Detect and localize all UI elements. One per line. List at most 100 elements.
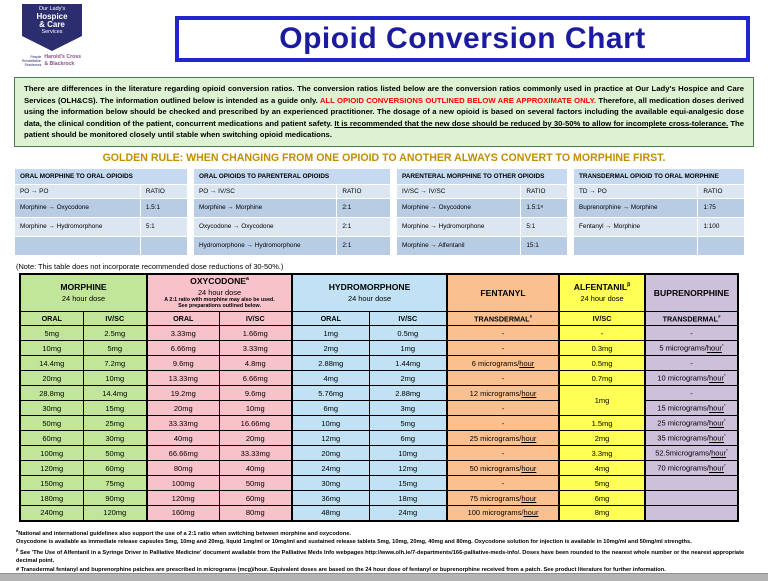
drug-dose-period: 24 hour dose [61,294,106,304]
drug-dose-period: 24 hour dose [347,294,392,304]
route-subheader: ORAL [291,311,370,327]
dose-cell: 2.88mg [291,355,370,372]
dose-cell: - [558,325,646,342]
table-row: 180mg 90mg 120mg 60mg 36mg 18mg 75 micrograms/… [19,490,739,507]
dose-cell: 10mg [291,415,370,432]
conversion-ratio-cell [140,236,187,255]
dose-cell: 36mg [291,490,370,507]
dose-cell: - [446,475,560,492]
conversion-col-header: PO → IV/SC [194,184,337,198]
dose-cell: - [446,400,560,417]
conversion-row: Morphine → Oxycodone 1.5:1ᵃ [397,198,567,217]
conversion-cell: Morphine → Oxycodone [397,198,521,217]
conversion-group: ORAL OPIOIDS TO PARENTERAL OPIOIDS PO → I… [193,168,391,256]
dose-cell [644,505,739,522]
dose-cell: 100mg [19,445,84,462]
conversion-ratio-cell: 2:1 [337,217,390,236]
table-row: 60mg 30mg 40mg 20mg 12mg 6mg 25 micrograms/hou… [19,430,739,447]
conversion-ratio-cell: 1:75 [698,198,744,217]
dose-cell: - [446,340,560,357]
conversion-row: Hydromorphone → Hydromorphone 2:1 [194,236,390,255]
dose-cell: 35 micrograms/hour* [644,430,739,447]
dose-cell: 120mg [82,505,148,522]
dose-cell: 6.66mg [218,370,293,387]
dose-cell: 28.8mg [19,385,84,402]
table-row: 150mg 75mg 100mg 50mg 30mg 15mg -5mg [19,475,739,492]
logo-tiny-line: Residences [24,62,42,67]
dose-cell: 1.5mg [558,415,646,432]
dose-cell: 2mg [368,370,448,387]
dose-cell: 16.66mg [218,415,293,432]
dose-cell: 3.3mg [558,445,646,462]
conversion-ratio-header: RATIO [521,184,567,198]
dose-cell: 12mg [291,430,370,447]
dose-cell: - [644,385,739,402]
dose-cell: 9.6mg [218,385,293,402]
logo-text-hospice: Hospice [36,11,68,21]
drug-name: MORPHINE [60,282,107,293]
route-subheader: IV/SC [368,311,448,327]
dose-cell: 25mg [82,415,148,432]
dose-cell: 80mg [146,460,220,477]
dose-cell: 120mg [146,490,220,507]
dose-cell: 14.4mg [82,385,148,402]
dose-cell: 10 micrograms/hour* [644,370,739,387]
table-note: (Note: This table does not incorporate r… [16,261,284,271]
logo-tiny-line: Respite [30,54,42,59]
hospice-logo: Our Lady's Hospice & Care Services Respi… [22,4,140,67]
footnote-line: β See 'The Use of Alfentanil in a Syring… [16,546,745,565]
header: Our Lady's Hospice & Care Services Respi… [0,0,768,70]
route-subheader: IV/SC [218,311,293,327]
bottom-gray-bar [0,573,768,581]
warning-text-1: There are differences in the literature … [24,84,744,105]
route-subheader: ORAL [19,311,84,327]
dose-cell: 19.2mg [146,385,220,402]
dose-cell: 5mg [368,415,448,432]
table-row: 30mg 15mg 20mg 10mg 6mg 3mg - 15 micrograms/hou… [19,400,739,417]
dose-cell: 48mg [291,505,370,522]
logo-text-top: Our Lady's [38,6,66,12]
dose-cell: 10mg [82,370,148,387]
drug-name: OXYCODONEa [190,276,249,287]
conversion-col-header: PO → PO [15,184,140,198]
drug-name: ALFENTANILβ [573,282,631,293]
dose-cell: 120mg [19,460,84,477]
conversion-row: Morphine → Oxycodone 1.5:1 [15,198,187,217]
conversion-cell [15,236,140,255]
dose-cell: 20mg [146,400,220,417]
dose-cell: 60mg [82,460,148,477]
drug-name: HYDROMORPHONE [328,282,411,293]
drug-dose-period: 24 hour dose [197,288,242,298]
dose-cell: 1mg [291,325,370,342]
dose-cell: 3mg [368,400,448,417]
logo-text-services: Services [41,28,63,35]
drug-column-header: BUPRENORPHINE [644,273,739,313]
drug-column-header: MORPHINE 24 hour dose [18,273,148,313]
table-row: 14.4mg 7.2mg 9.6mg 4.8mg 2.88mg 1.44mg 6 micro… [19,355,739,372]
route-subheader: TRANSDERMAL# [644,311,739,327]
drug-column-header: HYDROMORPHONE 24 hour dose [291,273,448,313]
dose-cell: 9.6mg [146,355,220,372]
dose-cell: 5mg [558,475,646,492]
conversion-group: TRANSDERMAL OPIOID TO ORAL MORPHINE TD → … [573,168,745,256]
dose-cell: 12mg [368,460,448,477]
dose-cell: 25 micrograms/hour [446,430,560,447]
route-subheader: ORAL [146,311,220,327]
logo-location-line1: Harold's Cross [44,54,82,60]
conversion-ratio-cell: 1.5:1ᵃ [521,198,567,217]
conversion-group: ORAL MORPHINE TO ORAL OPIOIDS PO → PO RATI… [14,168,188,256]
dose-cell: 80mg [218,505,293,522]
conversion-ratio-cell: 5:1 [140,217,187,236]
conversion-ratio-header: RATIO [140,184,187,198]
conversion-row: Oxycodone → Oxycodone 2:1 [194,217,390,236]
conversion-ratio-cell: 1.5:1 [140,198,187,217]
dose-cell: 0.3mg [558,340,646,357]
dose-cell: 25 micrograms/hour* [644,415,739,432]
dose-cell [644,475,739,492]
conversion-group-title: ORAL MORPHINE TO ORAL OPIOIDS [15,168,187,184]
conversion-row: Fentanyl → Morphine 1:100 [574,217,744,236]
drug-column-header: FENTANYL [446,273,560,313]
logo-tiny-lines: Respite Rehabilitation Residences [22,55,41,67]
conversion-ratio-cell: 2:1 [337,198,390,217]
dose-cell: 60mg [218,490,293,507]
